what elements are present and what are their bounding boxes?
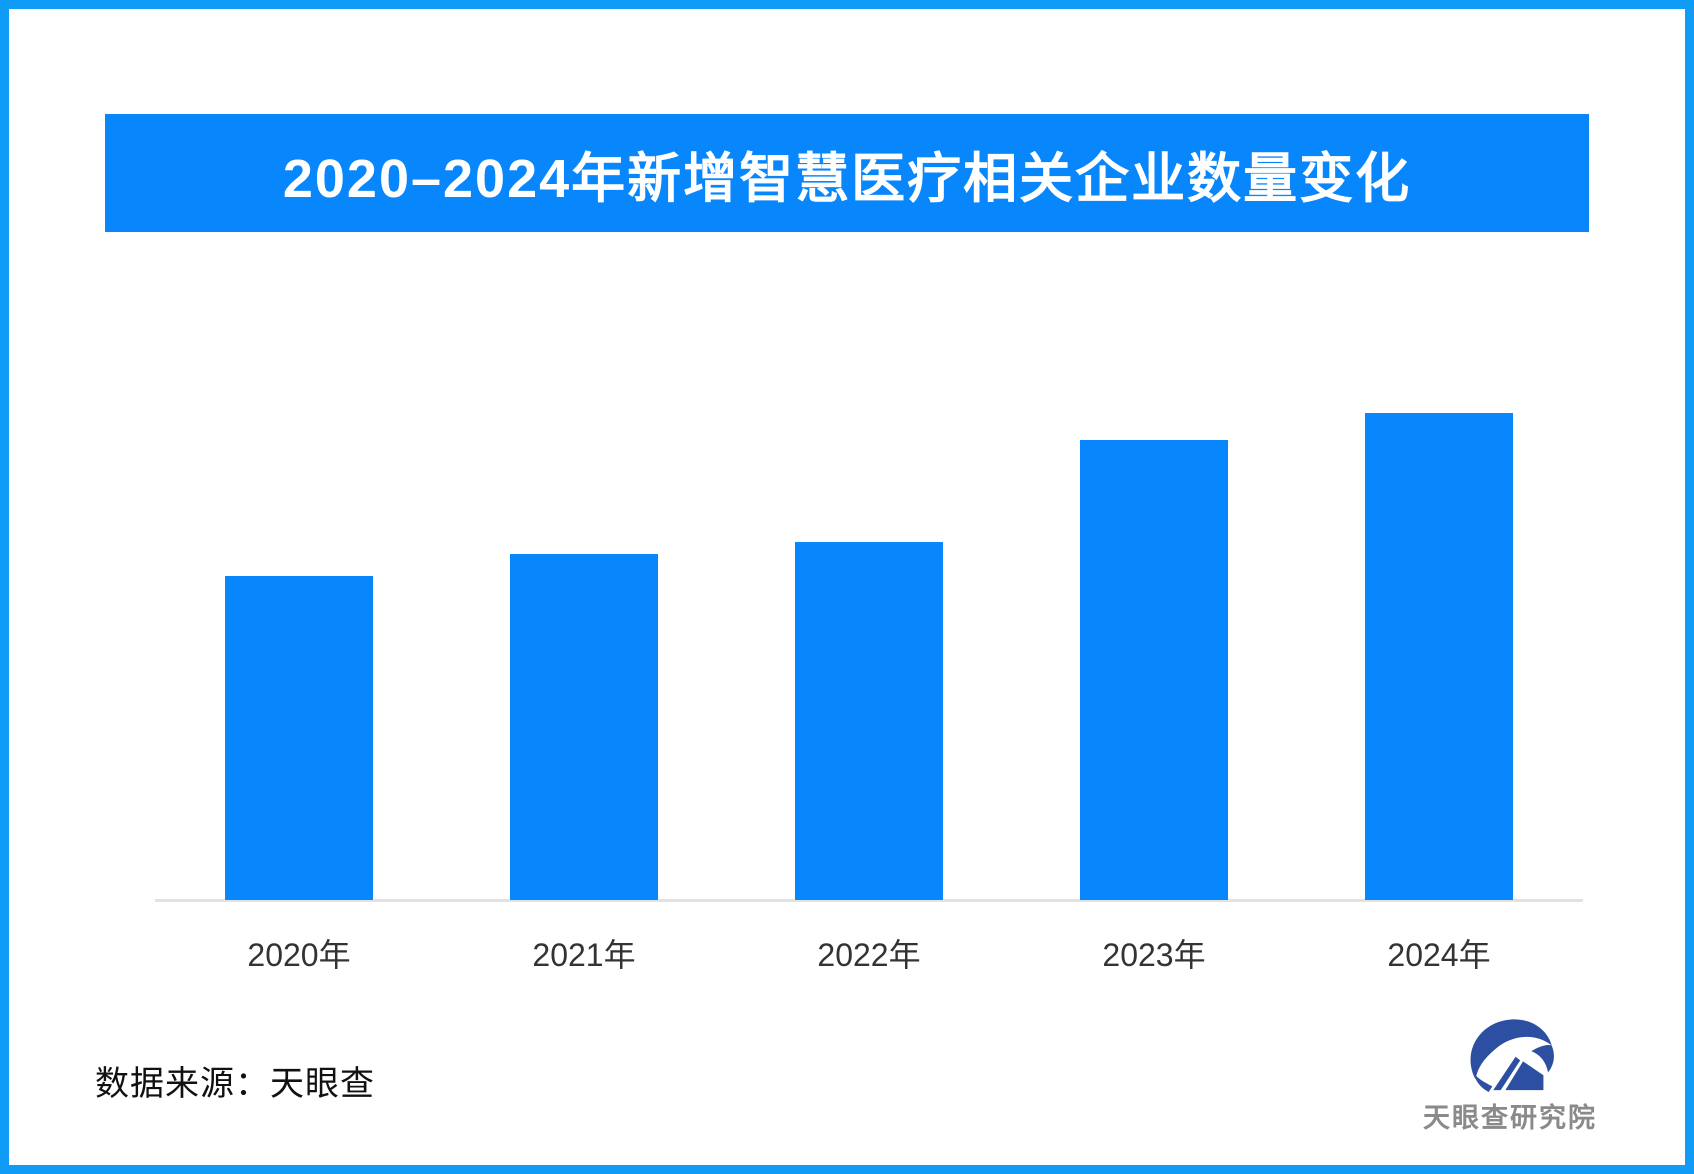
bar-2021年 (510, 554, 658, 900)
bar-2023年 (1080, 440, 1228, 900)
x-axis-label: 2021年 (532, 937, 636, 973)
x-axis-label: 2023年 (1102, 937, 1206, 973)
bar-2022年 (795, 542, 943, 900)
x-axis-label: 2022年 (817, 937, 921, 973)
x-axis-label: 2020年 (247, 937, 351, 973)
chart-title: 2020–2024年新增智慧医疗相关企业数量变化 (282, 148, 1412, 209)
x-axis-line (155, 899, 1583, 902)
emblem-shapes (1470, 1019, 1554, 1092)
logo-text: 天眼查研究院 (1423, 1103, 1597, 1133)
x-axis-label: 2024年 (1387, 937, 1491, 973)
data-source-label: 数据来源：天眼查 (95, 1065, 375, 1103)
title-banner: 2020–2024年新增智慧医疗相关企业数量变化 (105, 114, 1589, 232)
bar-2020年 (225, 576, 373, 900)
tianyancha-emblem-icon (1470, 1019, 1554, 1092)
bar-2024年 (1365, 413, 1513, 900)
tianyancha-logo: 天眼查研究院 (1423, 1014, 1595, 1136)
